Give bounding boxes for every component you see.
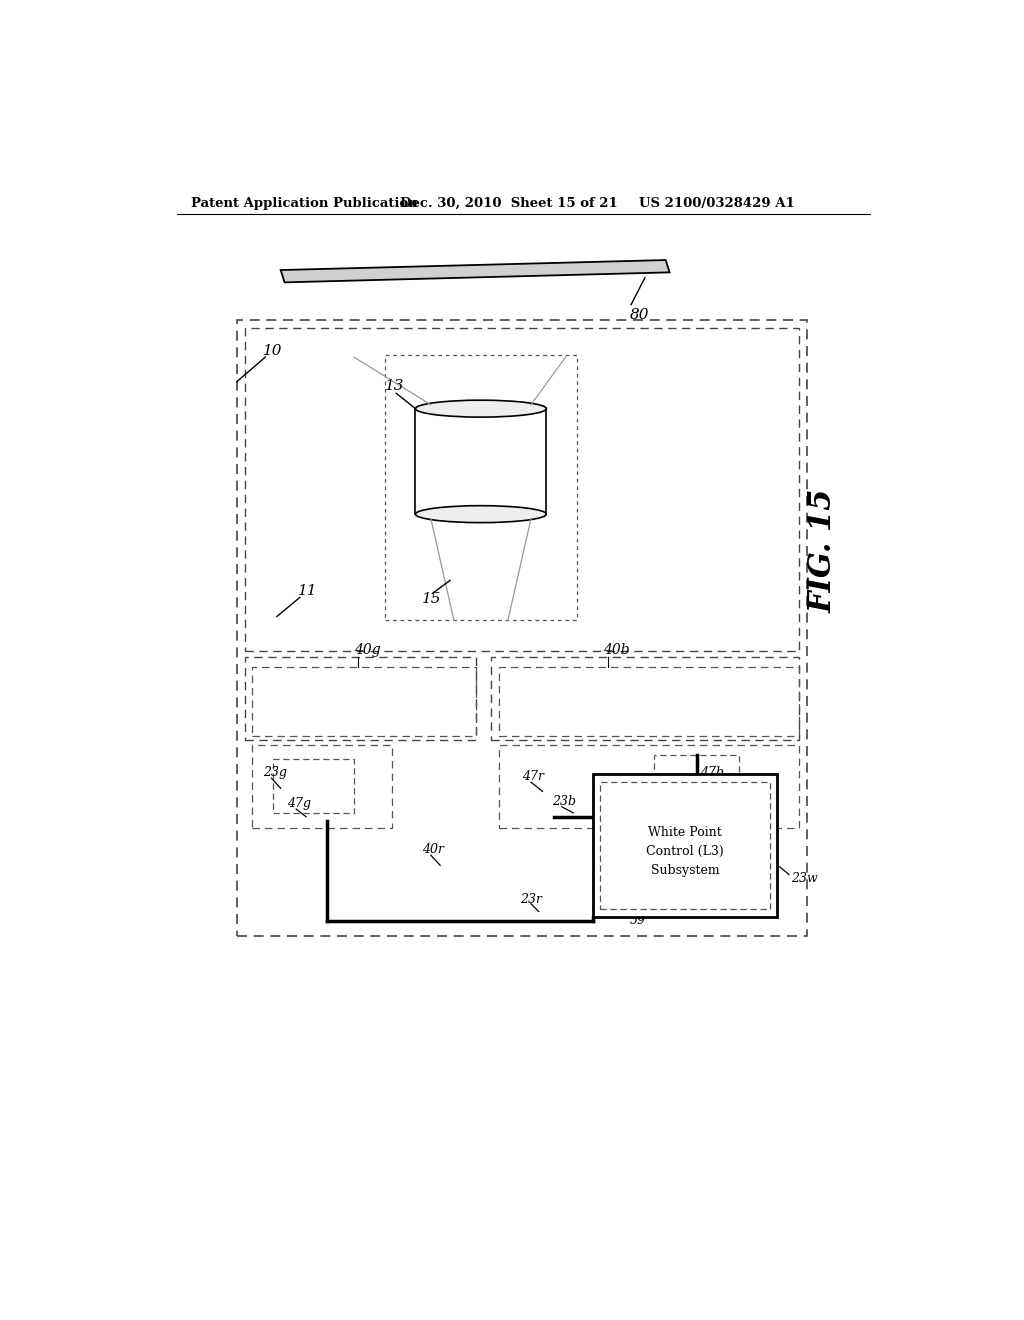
Bar: [237, 321, 807, 936]
Text: 47r: 47r: [521, 770, 544, 783]
Text: 13: 13: [385, 379, 404, 393]
Bar: [499, 667, 799, 737]
Ellipse shape: [416, 400, 547, 417]
Polygon shape: [281, 260, 670, 282]
Text: Control (L3): Control (L3): [646, 845, 724, 858]
Text: US 2100/0328429 A1: US 2100/0328429 A1: [639, 197, 795, 210]
Text: 40r: 40r: [422, 843, 443, 857]
Text: Subsystem: Subsystem: [650, 865, 719, 878]
Text: 15: 15: [422, 591, 441, 606]
Text: 40g: 40g: [354, 643, 381, 656]
Bar: [600, 781, 770, 909]
Text: 40b: 40b: [603, 643, 630, 656]
Text: FIG. 15: FIG. 15: [808, 488, 839, 614]
Text: 11: 11: [298, 585, 317, 598]
Text: 47g: 47g: [287, 797, 311, 810]
Bar: [499, 744, 799, 829]
Text: White Point: White Point: [648, 825, 722, 838]
Bar: [385, 355, 578, 620]
Text: Dec. 30, 2010  Sheet 15 of 21: Dec. 30, 2010 Sheet 15 of 21: [400, 197, 617, 210]
Text: 23g: 23g: [263, 767, 287, 779]
Text: 59: 59: [630, 915, 645, 927]
Text: 47b: 47b: [700, 766, 724, 779]
Bar: [252, 667, 475, 737]
Bar: [273, 759, 354, 813]
Bar: [490, 657, 799, 739]
Text: 23w: 23w: [792, 871, 818, 884]
Text: 23b: 23b: [552, 795, 575, 808]
Text: 80: 80: [630, 308, 649, 322]
Bar: [654, 755, 739, 817]
Bar: [252, 744, 392, 829]
Bar: [245, 657, 475, 739]
Text: Patent Application Publication: Patent Application Publication: [190, 197, 418, 210]
Ellipse shape: [416, 506, 547, 523]
Text: 10: 10: [263, 345, 283, 358]
Text: 23r: 23r: [520, 892, 542, 906]
Bar: [245, 327, 799, 651]
Bar: [593, 775, 777, 917]
